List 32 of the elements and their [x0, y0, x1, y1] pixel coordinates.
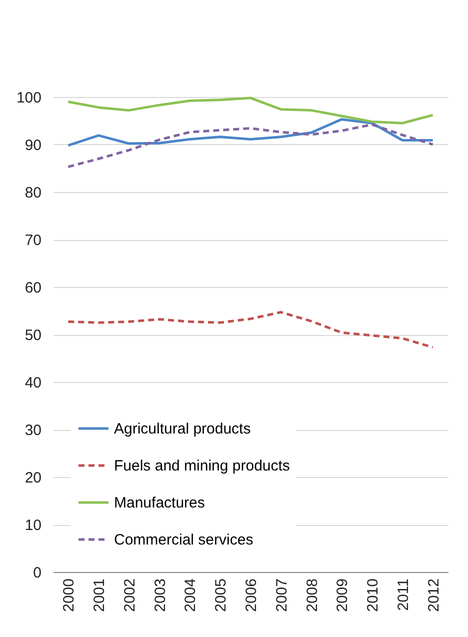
line-series	[66, 123, 434, 168]
x-tick-label: 2005	[212, 578, 230, 612]
y-tick-label: 40	[24, 374, 42, 392]
x-tick-label: 2006	[243, 578, 260, 612]
y-tick-label: 70	[24, 232, 42, 249]
y-tick-label: 90	[24, 137, 42, 154]
x-tick-label: 2007	[273, 578, 290, 612]
line-series	[66, 96, 434, 124]
legend-label: Manufactures	[114, 494, 205, 512]
x-tick-label: 2000	[60, 578, 78, 612]
x-tick-label: 2003	[152, 578, 169, 612]
x-tick-label: 2004	[182, 578, 200, 612]
y-tick-label: 100	[16, 90, 42, 106]
x-tick-label: 2011	[394, 578, 412, 611]
y-tick-label: 20	[24, 470, 42, 486]
line-series	[66, 118, 434, 147]
x-tick-label: 2012	[425, 578, 442, 612]
legend-label: Commercial services	[114, 532, 254, 548]
x-tick-label: 2008	[304, 578, 321, 612]
x-tick-label: 2001	[91, 578, 108, 612]
y-tick-label: 0	[33, 564, 42, 582]
x-tick-label: 2002	[121, 578, 138, 612]
y-tick-label: 80	[24, 184, 42, 202]
y-tick-label: 30	[24, 422, 42, 439]
y-tick-label: 50	[24, 327, 42, 344]
y-tick-label: 60	[24, 280, 42, 296]
x-tick-label: 2010	[364, 578, 382, 612]
y-tick-label: 10	[24, 517, 42, 534]
line-series	[66, 310, 434, 349]
legend-label: Fuels and mining products	[114, 458, 290, 474]
legend-label: Agricultural products	[114, 420, 251, 438]
x-tick-label: 2009	[334, 578, 352, 612]
